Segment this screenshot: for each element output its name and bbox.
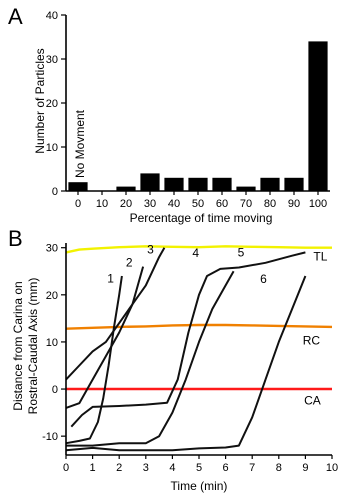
- panel-b-ylabel-line1: Distance from Carina on: [11, 281, 25, 410]
- series-line-4: [70, 251, 306, 428]
- panel-b-series: [65, 247, 307, 452]
- series-label-2: 2: [126, 256, 133, 270]
- bar-90: [284, 177, 304, 191]
- b-x-tick-label-4: 4: [169, 462, 175, 474]
- y-tick-label-10: 10: [46, 142, 58, 154]
- b-x-tick-label-0: 0: [63, 462, 69, 474]
- series-label-3: 3: [147, 242, 154, 256]
- reference-label-ca: CA: [304, 394, 321, 408]
- panel-a-letter: A: [8, 4, 23, 29]
- x-tick-label-100: 100: [309, 198, 327, 210]
- panel-b-ylabel-line2: Rostral-Caudal Axis (mm): [26, 278, 40, 415]
- series-line-1: [65, 275, 123, 445]
- y-tick-label-40: 40: [46, 10, 58, 22]
- panel-b-series-labels: TL RC CA 123 4 5 6: [107, 242, 327, 407]
- b-x-tick-label-2: 2: [116, 462, 122, 474]
- bar-20: [116, 186, 136, 191]
- annotation-no-movement: No Movment: [73, 109, 87, 178]
- panel-b-letter: B: [8, 226, 23, 251]
- panel-b-y-ticks: -10 0 10 20 30: [42, 243, 66, 443]
- x-tick-label-50: 50: [192, 198, 204, 210]
- x-tick-label-40: 40: [168, 198, 180, 210]
- panel-a-ylabel: Number of Particles: [33, 48, 47, 153]
- bar-0: [68, 182, 88, 191]
- b-x-tick-label-6: 6: [223, 462, 229, 474]
- series-label-1: 1: [107, 272, 114, 286]
- series-line-3: [65, 247, 166, 381]
- x-tick-label-60: 60: [216, 198, 228, 210]
- panel-b-x-ticks: 0 1 2 3 4 5 6 7 8 9 10: [63, 455, 338, 474]
- series-line-6: [65, 275, 307, 452]
- reference-line-tl: [65, 245, 332, 254]
- panel-a-bars: [68, 41, 328, 192]
- bar-40: [164, 177, 184, 191]
- y-tick-label-30: 30: [46, 54, 58, 66]
- panel-b-ylabel-group: Distance from Carina on Rostral-Caudal A…: [11, 278, 40, 415]
- panel-b-xlabel: Time (min): [171, 479, 228, 493]
- x-tick-label-70: 70: [240, 198, 252, 210]
- bar-70: [236, 186, 256, 191]
- b-x-tick-label-7: 7: [249, 462, 255, 474]
- annotation-always-moving: Always Moving: [312, 98, 326, 178]
- bar-60: [212, 177, 232, 191]
- x-tick-label-0: 0: [75, 198, 81, 210]
- annotation-no-movement-group: No Movment: [73, 109, 87, 178]
- b-y-tick-label-20: 20: [46, 290, 58, 302]
- b-x-tick-label-5: 5: [196, 462, 202, 474]
- series-line-5: [66, 270, 235, 447]
- annotation-always-moving-group: Always Moving: [312, 98, 326, 178]
- y-tick-label-0: 0: [52, 186, 58, 198]
- series-label-4: 4: [192, 246, 199, 260]
- bar-50: [188, 177, 208, 191]
- b-y-tick-label--10: -10: [42, 431, 58, 443]
- x-tick-label-80: 80: [264, 198, 276, 210]
- x-tick-label-30: 30: [144, 198, 156, 210]
- b-x-tick-label-3: 3: [143, 462, 149, 474]
- panel-b-reference-lines: [65, 245, 333, 391]
- panel-a-x-ticks: 0 10 20 30 40 50 60 70 80 90 100: [75, 191, 327, 210]
- bar-30: [140, 173, 160, 191]
- b-y-tick-label-0: 0: [52, 384, 58, 396]
- panel-b: B Distance from Carina on Rostral-Caudal…: [8, 226, 338, 493]
- reference-label-tl: TL: [313, 249, 327, 263]
- series-line-2: [65, 266, 145, 409]
- b-y-tick-label-10: 10: [46, 337, 58, 349]
- y-tick-label-20: 20: [46, 98, 58, 110]
- x-tick-label-20: 20: [120, 198, 132, 210]
- b-x-tick-label-9: 9: [302, 462, 308, 474]
- b-x-tick-label-10: 10: [326, 462, 338, 474]
- series-label-6: 6: [260, 272, 267, 286]
- panel-a: A Number of Particles 0 10 20 30 40 0 10 20 30 4…: [8, 4, 330, 225]
- panel-a-xlabel: Percentage of time moving: [130, 211, 273, 225]
- x-tick-label-90: 90: [288, 198, 300, 210]
- reference-line-rc: [65, 323, 333, 330]
- panel-a-ylabel-group: Number of Particles: [33, 48, 47, 153]
- bar-100: [308, 41, 328, 192]
- reference-label-rc: RC: [303, 333, 321, 347]
- b-x-tick-label-1: 1: [90, 462, 96, 474]
- series-label-5: 5: [238, 246, 245, 260]
- b-y-tick-label-30: 30: [46, 243, 58, 255]
- x-tick-label-10: 10: [96, 198, 108, 210]
- b-x-tick-label-8: 8: [276, 462, 282, 474]
- bar-80: [260, 177, 280, 191]
- panel-a-y-ticks: 0 10 20 30 40: [46, 10, 66, 198]
